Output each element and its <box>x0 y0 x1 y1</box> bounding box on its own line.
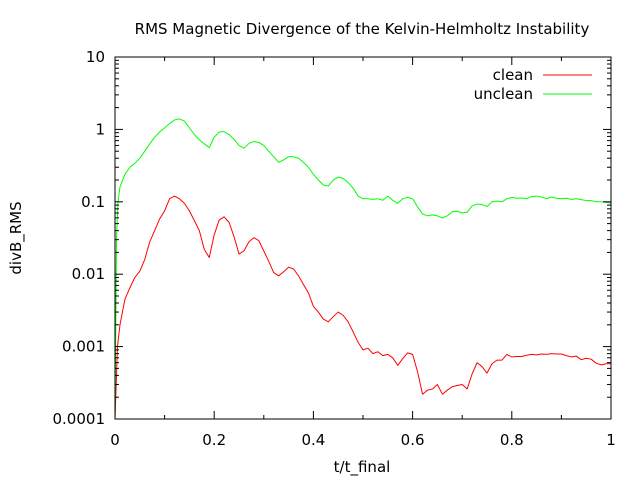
x-axis-label: t/t_final <box>334 458 391 477</box>
series-layer <box>114 118 612 420</box>
ticks-layer: 0 0.2 0.4 0.6 0.8 1 0.0001 0.001 0.01 0.1 1 10 <box>53 48 616 449</box>
series-line-unclean <box>114 118 612 420</box>
y-tick-label: 10 <box>86 48 105 66</box>
y-tick-label: 1 <box>95 120 105 138</box>
legend-label-unclean: unclean <box>474 85 533 103</box>
chart-title: RMS Magnetic Divergence of the Kelvin-He… <box>135 20 590 38</box>
legend-label-clean: clean <box>493 66 533 84</box>
x-tick-label: 1 <box>606 431 616 449</box>
y-tick-label: 0.001 <box>62 338 105 356</box>
x-tick-label: 0.6 <box>401 431 425 449</box>
x-tick-label: 0.2 <box>202 431 226 449</box>
x-tick-label: 0 <box>110 431 120 449</box>
y-axis-label: divB_RMS <box>7 201 26 274</box>
x-tick-label: 0.8 <box>500 431 524 449</box>
y-tick-label: 0.1 <box>81 193 105 211</box>
y-tick-label: 0.01 <box>72 265 105 283</box>
series-line-clean <box>114 195 611 420</box>
plot-frame <box>114 56 612 420</box>
x-tick-label: 0.4 <box>301 431 325 449</box>
y-tick-label: 0.0001 <box>53 410 106 428</box>
